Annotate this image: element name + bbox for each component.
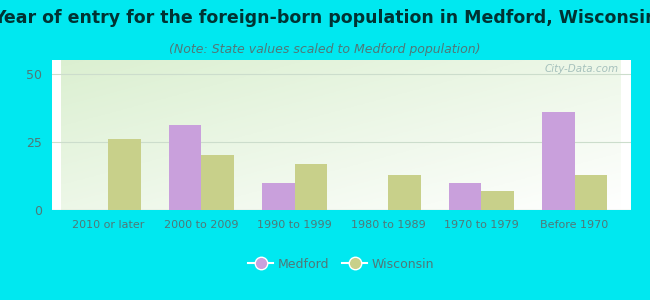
Text: (Note: State values scaled to Medford population): (Note: State values scaled to Medford po… [169,44,481,56]
Bar [168,125,202,210]
Bar [202,155,234,210]
Bar [575,175,607,210]
Bar [388,175,421,210]
Bar [294,164,327,210]
Text: City-Data.com: City-Data.com [545,64,619,74]
Bar [481,191,514,210]
Bar [108,139,140,210]
Legend: Medford, Wisconsin: Medford, Wisconsin [243,253,439,276]
Bar [542,112,575,210]
Bar [448,183,481,210]
Text: Year of entry for the foreign-born population in Medford, Wisconsin: Year of entry for the foreign-born popul… [0,9,650,27]
Bar [262,183,294,210]
